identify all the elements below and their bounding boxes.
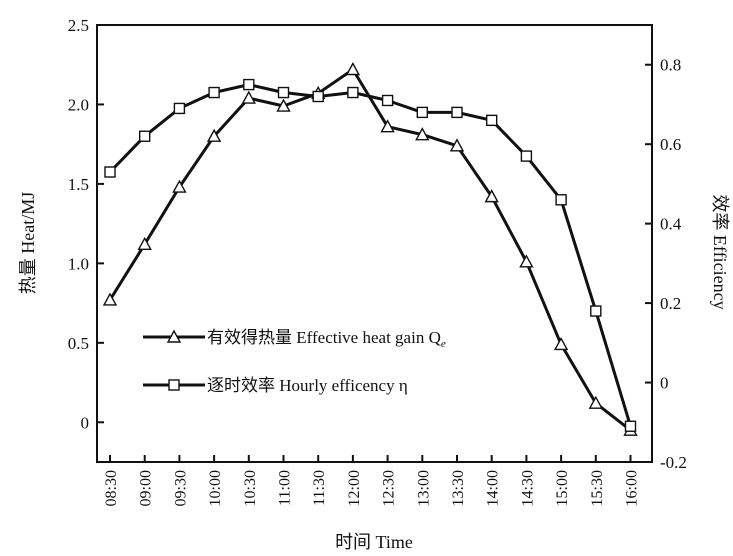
x-tick-label: 09:30 (172, 470, 189, 506)
right-axis-title: 效率 Efficiency (710, 194, 730, 309)
right-tick-label: 0.2 (660, 294, 681, 313)
square-marker (624, 420, 637, 432)
legend-label-efficiency: 逐时效率 Hourly efficency η (207, 376, 408, 395)
triangle-marker (345, 62, 361, 76)
x-axis-title: 时间 Time (335, 532, 413, 552)
triangle-marker (102, 292, 118, 306)
square-marker (381, 94, 394, 107)
legend-square-marker (168, 379, 180, 391)
square-marker (104, 166, 116, 178)
triangle-marker (172, 179, 187, 193)
triangle-marker (137, 236, 152, 250)
series-line (108, 83, 632, 427)
series-layer (102, 62, 638, 436)
square-marker (208, 86, 220, 99)
square-marker (520, 150, 533, 162)
right-tick-label: -0.2 (660, 453, 687, 472)
left-tick-label: 2.5 (68, 16, 89, 35)
triangle-marker (449, 138, 465, 152)
left-tick-label: 2.0 (68, 95, 89, 114)
right-tick-label: 0.8 (660, 56, 681, 75)
legend-label-heat-gain: 有效得热量 Effective heat gain Qe (207, 328, 446, 350)
left-tick-label: 0.5 (68, 334, 89, 353)
triangle-marker (380, 119, 395, 133)
x-tick-label: 12:30 (381, 470, 398, 506)
legend-triangle-marker (166, 329, 182, 343)
x-tick-label: 13:30 (450, 470, 467, 506)
square-marker (451, 106, 463, 119)
triangle-marker (276, 98, 291, 112)
x-tick-label: 12:00 (346, 470, 363, 506)
x-tick-label: 10:00 (207, 470, 224, 506)
triangle-marker (553, 336, 569, 351)
x-tick-label: 15:30 (589, 470, 606, 506)
left-tick-label: 0 (81, 413, 90, 432)
left-axis: 0 0.5 1.0 1.5 2.0 2.5 (68, 16, 104, 432)
right-axis: -0.2 0 0.2 0.4 0.6 0.8 (645, 56, 687, 472)
x-tick-label: 11:30 (311, 470, 328, 506)
x-tick-label: 16:00 (624, 470, 641, 506)
x-tick-label: 10:30 (242, 470, 259, 506)
legend-entry-hourly-efficiency: 逐时效率 Hourly efficency η (143, 376, 408, 395)
right-tick-label: 0 (660, 374, 669, 393)
square-marker (416, 106, 428, 119)
x-tick-label: 15:00 (554, 470, 571, 506)
legend: 有效得热量 Effective heat gain Qe 逐时效率 Hourly… (143, 328, 446, 395)
left-axis-title: 热量 Heat/MJ (18, 192, 38, 295)
x-tick-label: 14:30 (519, 470, 536, 506)
series-effective-heat-gain (102, 62, 638, 436)
triangle-marker (415, 127, 430, 141)
square-marker (277, 86, 290, 99)
triangle-marker (519, 254, 534, 268)
square-marker (138, 130, 151, 142)
square-marker (555, 194, 567, 206)
triangle-marker (206, 128, 222, 142)
series-hourly-efficiency (104, 78, 637, 432)
x-axis: 08:30 09:00 09:30 10:00 10:30 11:00 11:30 12:00… (103, 455, 641, 506)
square-marker (347, 86, 359, 99)
triangle-marker (241, 90, 256, 104)
square-marker (243, 78, 255, 91)
square-marker (312, 90, 324, 103)
x-tick-label: 11:00 (277, 470, 294, 506)
square-marker (486, 114, 498, 127)
triangle-marker (588, 395, 603, 409)
right-tick-label: 0.4 (660, 215, 682, 234)
triangle-marker (484, 189, 499, 203)
left-tick-label: 1.5 (68, 175, 89, 194)
legend-entry-effective-heat-gain: 有效得热量 Effective heat gain Qe (143, 328, 446, 350)
series-line (108, 68, 632, 432)
right-tick-label: 0.6 (660, 135, 681, 154)
x-tick-label: 13:00 (415, 470, 432, 506)
left-tick-label: 1.0 (68, 254, 89, 273)
square-marker (590, 305, 602, 317)
plot-area-frame (96, 24, 653, 463)
square-marker (173, 102, 186, 115)
x-tick-label: 09:00 (138, 470, 155, 506)
x-tick-label: 08:30 (103, 470, 120, 506)
x-tick-label: 14:00 (485, 470, 502, 506)
